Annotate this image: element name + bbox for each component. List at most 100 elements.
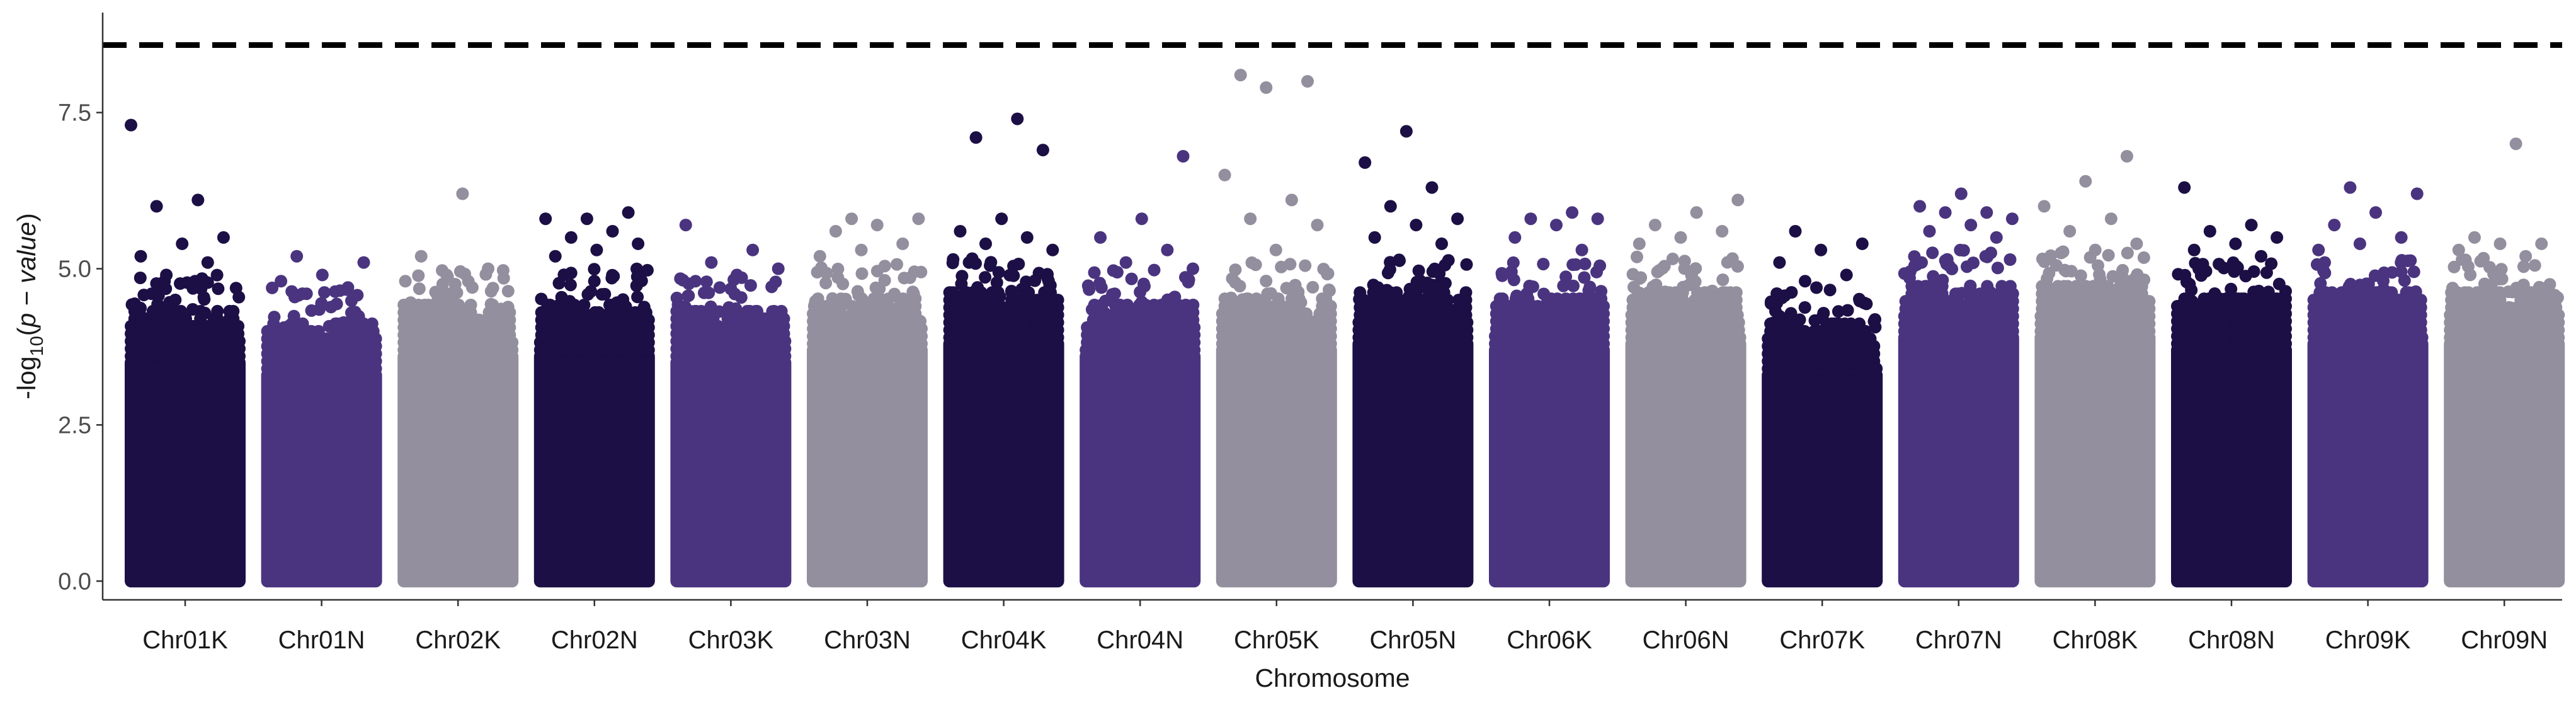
snp-point <box>1460 258 1473 271</box>
snp-point <box>1187 299 1200 311</box>
snp-point <box>150 277 163 290</box>
snp-point <box>1578 271 1591 284</box>
peak-snp-point <box>300 287 313 301</box>
peak-snp-point <box>150 200 163 213</box>
snp-point <box>195 272 208 285</box>
peak-snp-point <box>954 225 967 238</box>
snp-point <box>198 293 211 306</box>
snp-point <box>322 319 336 333</box>
chromosome-Chr04K-points <box>943 112 1064 588</box>
snp-point <box>1412 264 1425 277</box>
snp-point <box>831 262 845 275</box>
peak-snp-point <box>160 268 173 282</box>
snp-point <box>412 269 425 282</box>
snp-point <box>1510 289 1524 302</box>
snp-point <box>1224 291 1238 304</box>
snp-point <box>979 271 992 284</box>
peak-snp-point <box>399 275 412 288</box>
peak-snp-point <box>1094 231 1107 244</box>
snp-point <box>826 296 840 309</box>
point-cloud-Chr03N <box>807 343 928 588</box>
point-cloud-Chr02N <box>533 350 655 588</box>
snp-point <box>1135 296 1148 309</box>
snp-point <box>1114 304 1127 317</box>
snp-point <box>1393 253 1406 267</box>
peak-snp-point <box>1399 125 1413 138</box>
snp-point <box>233 335 246 348</box>
peak-snp-point <box>482 262 494 275</box>
snp-point <box>1249 258 1262 272</box>
peak-snp-point <box>1633 237 1646 250</box>
peak-snp-point <box>1359 156 1372 169</box>
peak-snp-point <box>896 237 909 250</box>
snp-point <box>1321 267 1335 280</box>
snp-point <box>404 296 417 309</box>
snp-point <box>588 263 601 276</box>
snp-point <box>484 297 498 311</box>
snp-point <box>907 287 920 301</box>
snp-point <box>1229 263 1242 277</box>
snp-point <box>881 299 894 312</box>
snp-point <box>212 282 225 296</box>
snp-point <box>1380 284 1393 297</box>
peak-snp-point <box>1036 144 1049 157</box>
snp-point <box>157 312 171 325</box>
snp-point <box>1732 316 1745 329</box>
peak-snp-point <box>1311 219 1324 232</box>
peak-snp-point <box>1020 231 1034 244</box>
snp-point <box>1597 300 1610 313</box>
snp-point <box>903 271 916 284</box>
snp-point <box>1678 255 1691 268</box>
peak-snp-point <box>1046 243 1059 256</box>
snp-point <box>1148 263 1161 277</box>
snp-point <box>345 306 358 319</box>
chromosome-Chr04N-points <box>1080 150 1201 588</box>
peak-snp-point <box>813 250 826 263</box>
peak-snp-point <box>290 250 304 263</box>
snp-point <box>891 258 903 271</box>
snp-point <box>702 286 715 299</box>
peak-snp-point <box>1218 168 1231 181</box>
snp-point <box>605 272 618 285</box>
snp-point <box>915 265 928 278</box>
peak-snp-point <box>414 250 428 263</box>
snp-point <box>427 303 440 316</box>
snp-point <box>1505 265 1518 278</box>
snp-point <box>1420 277 1433 289</box>
peak-snp-point <box>341 281 355 294</box>
snp-point <box>1627 280 1640 294</box>
snp-point <box>1182 275 1195 289</box>
snp-point <box>287 316 299 329</box>
peak-snp-point <box>870 219 884 232</box>
peak-snp-point <box>549 250 562 263</box>
snp-point <box>1595 285 1608 298</box>
snp-point <box>506 336 519 349</box>
snp-point <box>1125 272 1138 285</box>
peak-snp-point <box>1731 193 1745 207</box>
snp-point <box>268 311 281 324</box>
snp-point <box>464 299 477 311</box>
snp-point <box>1733 331 1747 344</box>
snp-point <box>1689 275 1702 289</box>
peak-snp-point <box>564 231 578 244</box>
snp-point <box>1575 294 1588 307</box>
snp-point <box>288 290 301 304</box>
snp-point <box>1081 279 1095 292</box>
snp-point <box>969 257 982 270</box>
snp-point <box>324 301 338 314</box>
chromosome-Chr02K-points <box>397 187 519 588</box>
snp-point <box>641 263 654 277</box>
peak-snp-point <box>1674 231 1687 244</box>
point-cloud-Chr03K <box>670 356 792 588</box>
point-cloud-Chr01N <box>261 369 382 588</box>
snp-point <box>1537 258 1550 271</box>
snp-point <box>186 303 199 316</box>
chromosome-Chr01K-points <box>125 118 246 588</box>
snp-point <box>713 281 726 294</box>
snp-point <box>1459 293 1472 306</box>
peak-snp-point <box>357 256 370 269</box>
snp-point <box>1088 266 1101 279</box>
peak-snp-point <box>1119 256 1132 269</box>
snp-point <box>671 298 685 311</box>
